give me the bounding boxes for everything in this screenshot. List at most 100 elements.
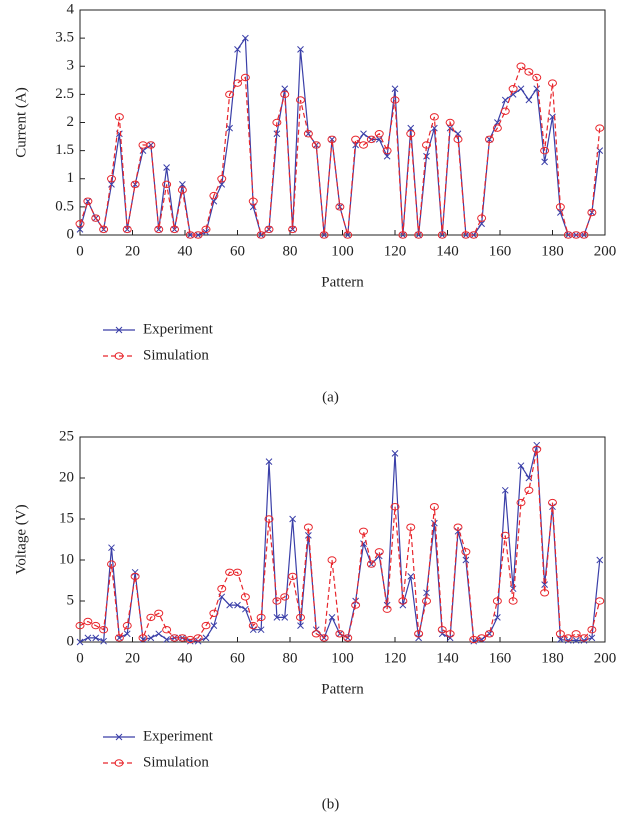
marker	[375, 136, 383, 143]
marker	[414, 231, 424, 239]
x-axis-label: Pattern	[321, 274, 364, 290]
marker	[233, 568, 242, 576]
marker	[343, 634, 353, 642]
marker	[99, 626, 109, 634]
marker	[162, 180, 172, 189]
marker	[486, 630, 493, 638]
marker	[328, 136, 336, 143]
y-tick-label: 25	[59, 428, 74, 444]
marker	[130, 572, 140, 581]
marker	[296, 96, 305, 104]
marker	[319, 231, 329, 239]
marker	[240, 593, 250, 601]
marker	[524, 486, 534, 494]
marker	[500, 531, 510, 540]
marker	[360, 130, 367, 138]
x-tick-label: 120	[384, 650, 407, 666]
marker	[83, 617, 93, 626]
marker	[382, 605, 392, 613]
marker	[485, 135, 494, 144]
marker	[549, 503, 556, 511]
marker	[595, 597, 605, 605]
marker	[383, 601, 391, 609]
marker	[193, 231, 203, 239]
x-tick-label: 180	[541, 243, 564, 259]
marker	[210, 622, 218, 629]
marker	[242, 605, 249, 613]
marker	[202, 634, 210, 642]
marker	[273, 614, 281, 621]
marker	[462, 556, 470, 564]
marker	[84, 634, 92, 642]
marker	[257, 626, 265, 634]
marker	[509, 91, 517, 98]
marker	[587, 626, 597, 634]
y-tick-label: 3.5	[55, 30, 74, 46]
marker	[383, 152, 391, 160]
marker	[374, 130, 384, 138]
marker	[580, 637, 588, 644]
marker	[177, 186, 187, 194]
x-tick-label: 200	[594, 243, 617, 259]
marker	[288, 225, 298, 234]
marker	[399, 601, 407, 609]
x-tick-label: 20	[125, 243, 140, 259]
marker	[492, 124, 502, 132]
marker	[572, 637, 580, 644]
marker	[414, 630, 424, 638]
marker	[139, 636, 147, 643]
marker	[437, 231, 447, 239]
marker	[438, 630, 446, 638]
marker	[305, 532, 312, 539]
marker	[508, 597, 518, 605]
y-tick-label: 15	[59, 510, 74, 526]
x-tick-label: 160	[489, 650, 512, 666]
marker	[429, 113, 439, 121]
y-tick-label: 0.5	[55, 198, 74, 214]
marker	[201, 621, 211, 630]
marker	[366, 135, 376, 144]
marker	[107, 175, 116, 183]
marker	[226, 124, 233, 132]
marker	[91, 621, 101, 630]
marker	[391, 85, 399, 93]
marker	[114, 634, 124, 642]
marker	[517, 85, 525, 93]
marker	[516, 498, 526, 507]
marker	[83, 197, 93, 205]
marker	[249, 203, 257, 211]
marker	[242, 34, 249, 42]
marker	[303, 523, 313, 531]
y-axis-label: Current (A)	[13, 87, 29, 157]
marker	[500, 107, 510, 115]
y-tick-label: 3	[67, 58, 75, 74]
caption: (a)	[322, 389, 339, 405]
marker	[155, 226, 163, 233]
legend-label: Experiment	[143, 321, 214, 337]
marker	[588, 634, 596, 642]
marker	[328, 614, 336, 621]
marker	[555, 203, 565, 211]
marker	[147, 634, 155, 642]
marker	[256, 613, 266, 622]
marker	[407, 573, 415, 580]
marker	[351, 135, 361, 144]
x-tick-label: 180	[541, 650, 564, 666]
marker	[201, 225, 211, 234]
marker	[289, 515, 296, 523]
marker	[91, 214, 101, 222]
marker	[170, 225, 179, 234]
marker	[390, 503, 400, 511]
x-tick-label: 140	[436, 243, 459, 259]
marker	[555, 630, 565, 638]
marker	[485, 630, 494, 638]
marker	[146, 141, 156, 149]
marker	[163, 164, 170, 171]
marker	[501, 96, 509, 104]
legend-label: Simulation	[143, 347, 209, 363]
x-tick-label: 100	[331, 243, 354, 259]
marker	[99, 225, 109, 234]
marker	[579, 231, 589, 239]
marker	[548, 79, 557, 87]
marker	[327, 556, 337, 564]
